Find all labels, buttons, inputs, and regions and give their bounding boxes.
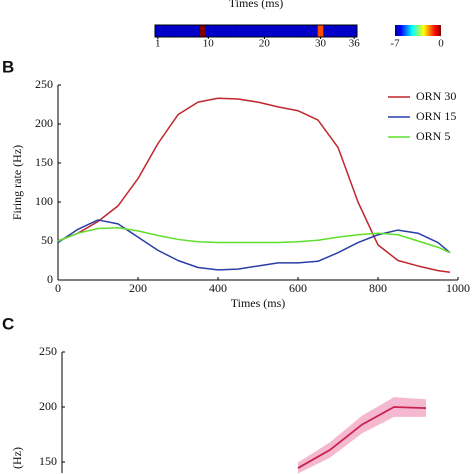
- legend-label: ORN 15: [416, 109, 456, 123]
- x-tick-label: 200: [129, 281, 147, 295]
- cell: [312, 25, 319, 37]
- legend-label: ORN 30: [416, 89, 456, 103]
- cell: [216, 25, 223, 37]
- cell: [300, 25, 307, 37]
- y-tick-label: 150: [39, 454, 57, 468]
- cell: [345, 25, 352, 37]
- cell: [256, 25, 262, 37]
- x-tick-label: 10: [203, 38, 215, 50]
- panel-label: C: [2, 314, 14, 333]
- x-tick-label: 20: [259, 38, 271, 50]
- y-tick-label: 0: [47, 272, 53, 286]
- panel-label: B: [2, 57, 14, 76]
- cell: [306, 25, 313, 37]
- cell: [233, 25, 240, 37]
- error-band: [298, 397, 426, 474]
- cell: [160, 25, 167, 37]
- cell: [205, 25, 212, 37]
- y-axis-label: Firing rate (Hz): [10, 145, 24, 220]
- y-tick-label: 150: [35, 155, 53, 169]
- y-tick-label: 200: [39, 399, 57, 413]
- cell: [199, 25, 206, 37]
- series-line: [57, 226, 451, 254]
- x-tick-label: 1: [155, 38, 161, 50]
- cell: [239, 25, 246, 37]
- legend-label: ORN 5: [416, 129, 450, 143]
- cell: [272, 25, 279, 37]
- cell: [188, 25, 195, 37]
- cell: [183, 25, 189, 37]
- mean-line: [297, 406, 427, 469]
- x-tick-label: 400: [209, 281, 227, 295]
- cell: [278, 25, 285, 37]
- cell: [284, 25, 290, 37]
- cell: [328, 25, 335, 37]
- cell: [323, 25, 330, 37]
- cell: [340, 25, 347, 37]
- cell: [222, 25, 229, 37]
- cell: [171, 25, 178, 37]
- cell: [194, 25, 201, 37]
- y-tick-label: 50: [41, 233, 53, 247]
- title: Times (ms): [229, 0, 284, 10]
- cell: [289, 25, 296, 37]
- cell: [211, 25, 218, 37]
- cell: [261, 25, 268, 37]
- x-tick-label: 600: [289, 281, 307, 295]
- cell: [267, 25, 274, 37]
- cell: [177, 25, 184, 37]
- x-tick-label: 30: [315, 38, 327, 50]
- x-tick-label: 0: [55, 281, 61, 295]
- strip-frame: [154, 24, 358, 38]
- colorbar-label: -7: [390, 38, 400, 50]
- y-tick-label: 200: [35, 116, 53, 130]
- x-tick-label: 1000: [446, 281, 470, 295]
- cell: [155, 25, 161, 37]
- cell: [334, 25, 341, 37]
- cell: [351, 25, 358, 37]
- x-tick-label: 800: [369, 281, 387, 295]
- cell: [166, 25, 173, 37]
- series-line: [57, 97, 451, 273]
- cell: [244, 25, 251, 37]
- cell: [250, 25, 257, 37]
- cell: [227, 25, 234, 37]
- y-axis-label: (Hz): [10, 447, 24, 469]
- x-tick-label: 36: [349, 38, 361, 50]
- y-tick-label: 250: [35, 77, 53, 91]
- cell: [317, 25, 324, 37]
- y-tick-label: 100: [35, 194, 53, 208]
- colorbar-label: 0: [438, 38, 444, 50]
- y-tick-label: 250: [39, 344, 57, 358]
- cell: [295, 25, 302, 37]
- x-axis-label: Times (ms): [231, 296, 286, 310]
- colorbar: [395, 25, 441, 36]
